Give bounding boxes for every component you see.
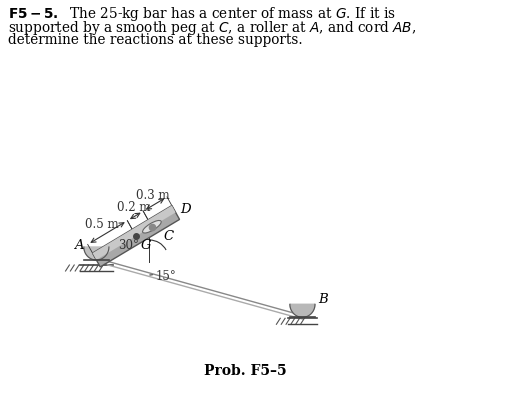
Text: Prob. F5–5: Prob. F5–5 <box>204 364 287 378</box>
Polygon shape <box>84 247 109 260</box>
Text: supported by a smooth peg at $C$, a roller at $A$, and cord $AB$,: supported by a smooth peg at $C$, a roll… <box>8 19 416 37</box>
Polygon shape <box>92 206 179 267</box>
Text: B: B <box>318 293 328 306</box>
Text: G: G <box>141 239 151 252</box>
Text: D: D <box>180 203 191 216</box>
Polygon shape <box>290 304 315 317</box>
Text: C: C <box>164 230 174 243</box>
Text: 0.3 m: 0.3 m <box>136 189 170 202</box>
Text: 0.2 m: 0.2 m <box>117 201 150 214</box>
Text: 0.5 m: 0.5 m <box>85 218 119 231</box>
Text: determine the reactions at these supports.: determine the reactions at these support… <box>8 33 303 47</box>
Polygon shape <box>92 206 176 260</box>
Text: 30°: 30° <box>118 239 138 252</box>
Text: A: A <box>74 239 84 252</box>
Ellipse shape <box>143 220 161 233</box>
Text: $\bf{F5-5.}$  The 25-kg bar has a center of mass at $G$. If it is: $\bf{F5-5.}$ The 25-kg bar has a center … <box>8 5 396 23</box>
Text: 15°: 15° <box>155 270 176 283</box>
